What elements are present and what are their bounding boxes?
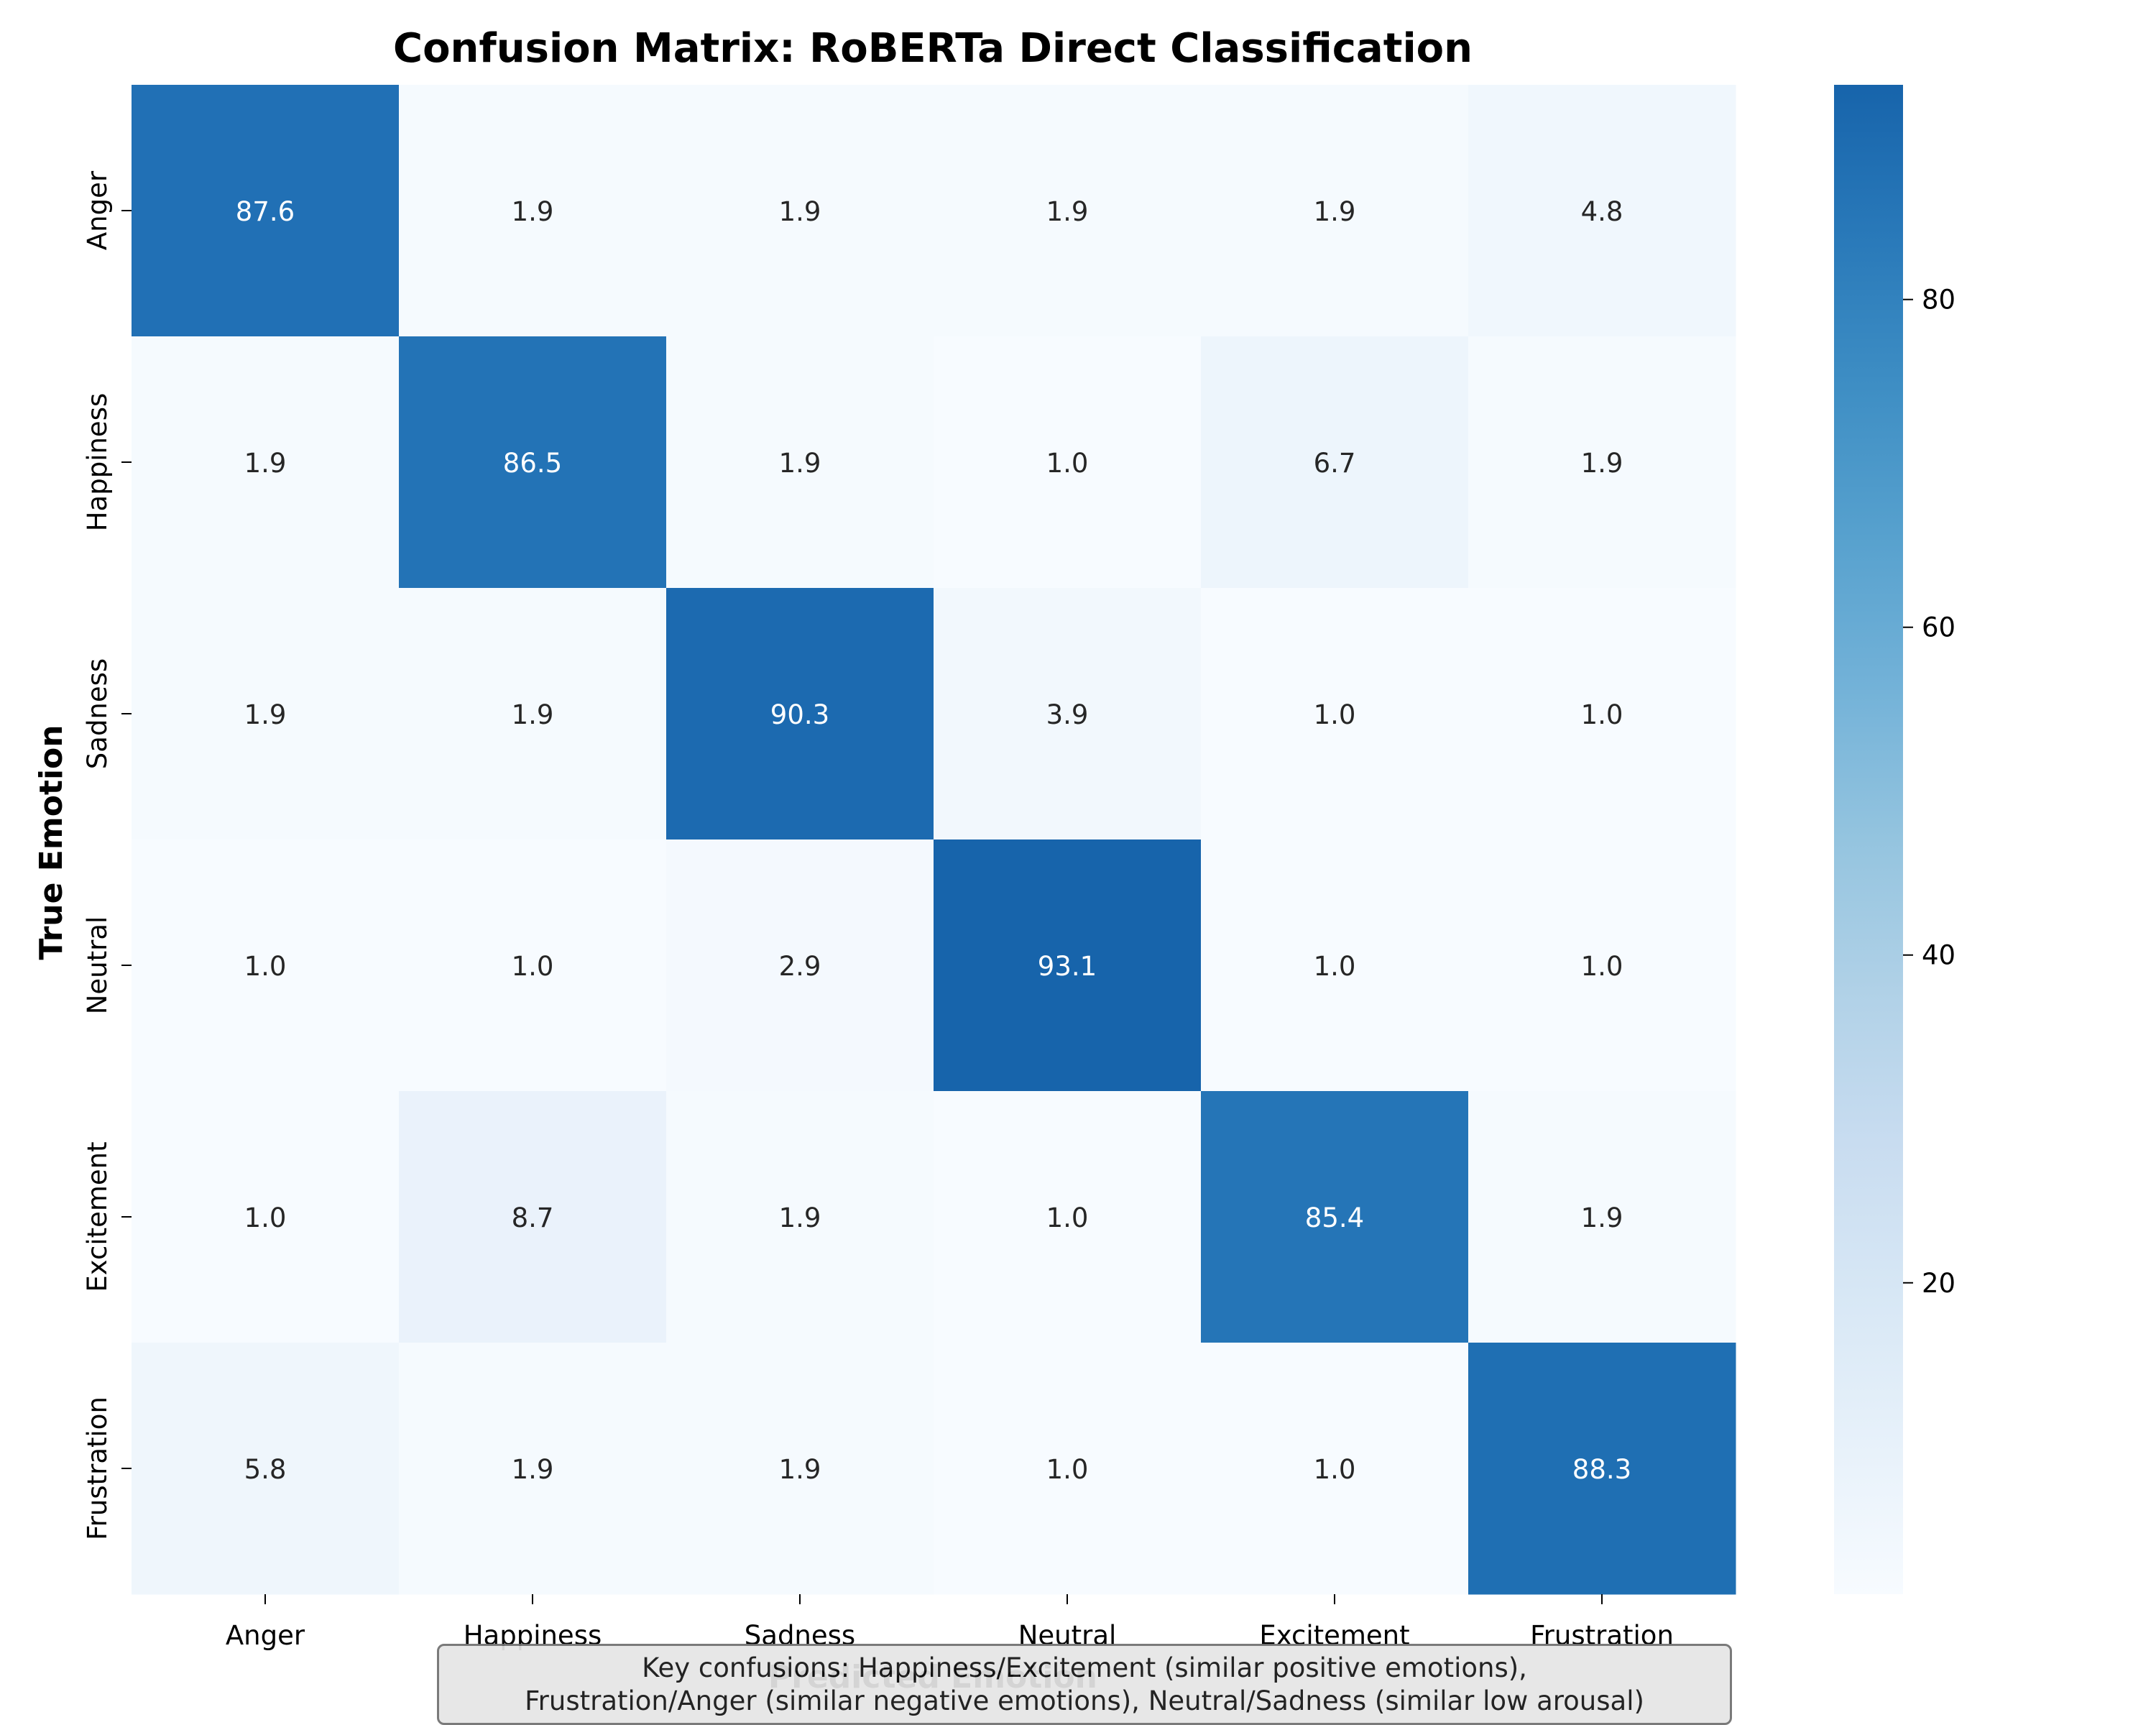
heatmap-cell [934, 840, 1202, 1092]
cell-value-label: 1.0 [1314, 951, 1356, 982]
heatmap-cell [399, 85, 667, 337]
heatmap-cell [934, 1091, 1202, 1343]
y-tick-label: Neutral [82, 916, 113, 1015]
y-tick-label: Frustration [82, 1397, 113, 1540]
cell-value-label: 85.4 [1305, 1202, 1364, 1233]
cell-value-label: 3.9 [1046, 699, 1089, 730]
cell-value-label: 87.6 [236, 196, 295, 227]
heatmap-cell [399, 840, 667, 1092]
heatmap-cells [132, 85, 1736, 1595]
heatmap-cell [1201, 85, 1469, 337]
cell-value-label: 1.0 [1046, 448, 1089, 479]
cell-value-label: 6.7 [1314, 448, 1356, 479]
cell-value-label: 8.7 [512, 1202, 554, 1233]
colorbar-tick-label: 20 [1922, 1268, 1955, 1299]
y-tick-label: Anger [82, 170, 113, 250]
heatmap-cell [934, 85, 1202, 337]
y-tick-label: Happiness [82, 393, 113, 532]
colorbar [1834, 85, 1903, 1594]
cell-value-label: 5.8 [244, 1454, 287, 1485]
y-tick-label: Excitement [82, 1141, 113, 1292]
heatmap-cell [1468, 85, 1736, 337]
heatmap-cell-labels: 87.6 1.9 1.9 1.9 1.9 4.8 1.9 86.5 1.9 1.0 6.7 1.9 1.… [236, 196, 1631, 1485]
colorbar-tick-label: 80 [1922, 285, 1955, 316]
cell-value-label: 1.9 [512, 699, 554, 730]
cell-value-label: 88.3 [1572, 1454, 1631, 1485]
cell-value-label: 1.9 [779, 448, 821, 479]
y-axis-label: True Emotion [33, 724, 70, 960]
cell-value-label: 1.9 [1581, 448, 1623, 479]
cell-value-label: 1.0 [512, 951, 554, 982]
cell-value-label: 2.9 [779, 951, 821, 982]
heatmap-cell [399, 336, 667, 589]
heatmap-cell [399, 1343, 667, 1595]
heatmap-cell [934, 588, 1202, 840]
cell-value-label: 90.3 [770, 699, 829, 730]
cell-value-label: 1.0 [1046, 1202, 1089, 1233]
cell-value-label: 1.9 [512, 196, 554, 227]
cell-value-label: 1.0 [1581, 951, 1623, 982]
colorbar-tick-label: 40 [1922, 940, 1955, 971]
cell-value-label: 1.0 [244, 1202, 287, 1233]
colorbar-tick-label: 60 [1922, 612, 1955, 643]
cell-value-label: 1.9 [1314, 196, 1356, 227]
y-axis-ticks: Anger Happiness Sadness Neutral Excitement Fr… [82, 170, 132, 1540]
cell-value-label: 1.0 [1314, 1454, 1356, 1485]
cell-value-label: 1.9 [244, 699, 287, 730]
annotation-line-1: Key confusions: Happiness/Excitement (si… [642, 1652, 1527, 1683]
cell-value-label: 1.0 [1581, 699, 1623, 730]
annotation-line-2: Frustration/Anger (similar negative emot… [525, 1685, 1644, 1716]
annotation-box: Key confusions: Happiness/Excitement (si… [437, 1644, 1732, 1725]
heatmap-cell [132, 840, 400, 1092]
heatmap-cell [666, 1343, 934, 1595]
heatmap-cell [132, 1091, 400, 1343]
cell-value-label: 1.9 [779, 196, 821, 227]
heatmap-cell [1201, 588, 1469, 840]
heatmap-cell [934, 1343, 1202, 1595]
cell-value-label: 93.1 [1038, 951, 1097, 982]
cell-value-label: 1.9 [1581, 1202, 1623, 1233]
cell-value-label: 4.8 [1581, 196, 1623, 227]
heatmap-cell [1201, 1091, 1469, 1343]
heatmap-cell [666, 588, 934, 840]
heatmap-cell [1468, 1091, 1736, 1343]
cell-value-label: 1.9 [512, 1454, 554, 1485]
heatmap-cell [1201, 336, 1469, 589]
x-tick-label: Anger [226, 1620, 305, 1651]
heatmap-cell [132, 336, 400, 589]
cell-value-label: 1.0 [244, 951, 287, 982]
heatmap-cell [1201, 1343, 1469, 1595]
heatmap-cell [132, 588, 400, 840]
cell-value-label: 1.9 [244, 448, 287, 479]
heatmap-cell [1468, 588, 1736, 840]
heatmap-cell [1468, 336, 1736, 589]
y-tick-label: Sadness [82, 658, 113, 769]
chart-title: Confusion Matrix: RoBERTa Direct Classif… [393, 25, 1473, 72]
heatmap-cell [399, 588, 667, 840]
heatmap-cell [132, 85, 400, 337]
heatmap-cell [666, 840, 934, 1092]
cell-value-label: 1.9 [779, 1202, 821, 1233]
heatmap-cell [1468, 840, 1736, 1092]
heatmap-cell [666, 1091, 934, 1343]
heatmap-cell [132, 1343, 400, 1595]
cell-value-label: 1.0 [1314, 699, 1356, 730]
heatmap-cell [666, 336, 934, 589]
cell-value-label: 1.9 [779, 1454, 821, 1485]
heatmap-cell [666, 85, 934, 337]
x-axis-ticks: Anger Happiness Sadness Neutral Excitement Fr… [226, 1594, 1674, 1651]
heatmap-cell [1201, 840, 1469, 1092]
heatmap-cell [399, 1091, 667, 1343]
cell-value-label: 86.5 [503, 448, 562, 479]
cell-value-label: 1.9 [1046, 196, 1089, 227]
cell-value-label: 1.0 [1046, 1454, 1089, 1485]
heatmap-cell [934, 336, 1202, 589]
heatmap-cell [1468, 1343, 1736, 1595]
colorbar-ticks: 20 40 60 80 [1903, 285, 1955, 1299]
